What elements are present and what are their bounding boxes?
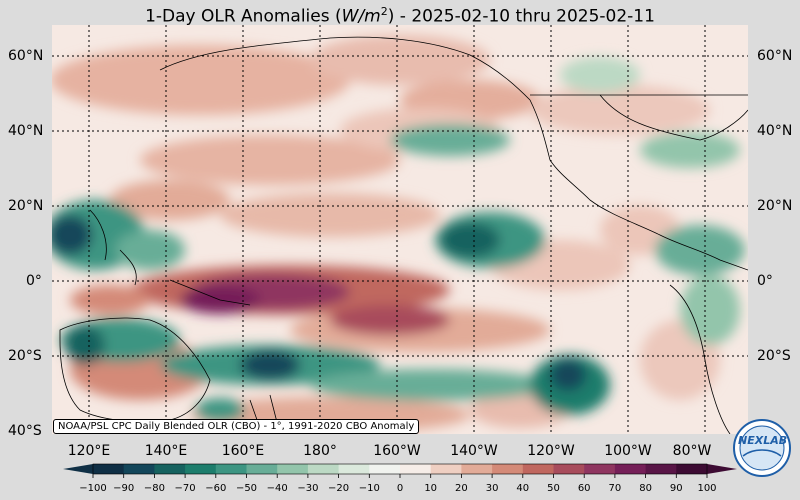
colorbar-swatch <box>215 464 247 474</box>
colorbar-swatch <box>461 464 493 474</box>
colorbar-swatch <box>584 464 616 474</box>
colorbar-swatch <box>614 464 647 474</box>
colorbar-swatch <box>645 464 677 474</box>
colorbar-swatch <box>154 464 186 474</box>
colorbar-tick-label: 60 <box>577 483 591 494</box>
colorbar-swatch <box>492 464 524 474</box>
colorbar-tick-label: −90 <box>113 483 135 494</box>
colorbar-swatch <box>522 464 554 474</box>
lon-label: 140°E <box>144 443 188 459</box>
colorbar-tick-label: 50 <box>547 483 560 494</box>
colorbar-swatch <box>400 464 432 474</box>
lat-label-right: 20°S <box>757 348 791 364</box>
colorbar-tick-label: 90 <box>669 483 683 494</box>
lat-label-left: 20°S <box>8 348 42 364</box>
colorbar-tick-label: 40 <box>516 483 530 494</box>
lat-label-right: 0° <box>757 273 773 289</box>
lat-label-right: 40°N <box>757 123 793 139</box>
colorbar <box>63 463 737 478</box>
colorbar-tick-label: 80 <box>639 483 652 494</box>
colorbar-tick-label: −80 <box>143 483 165 494</box>
colorbar-tick-label: 20 <box>455 483 468 494</box>
colorbar-tick-label: 0 <box>396 483 404 494</box>
colorbar-swatch <box>185 464 217 474</box>
colorbar-swatch <box>93 464 125 474</box>
lat-label-left: 40°S <box>8 423 42 439</box>
lon-label: 180° <box>303 443 337 459</box>
nexlab-logo-text: NEXLAB <box>738 434 788 447</box>
lon-label: 100°W <box>604 443 652 459</box>
olr-anomaly-map <box>52 25 748 434</box>
colorbar-swatch <box>676 464 708 474</box>
colorbar-swatch <box>369 464 401 474</box>
lon-label: 160°E <box>221 443 265 459</box>
anomaly-blobs <box>52 35 745 433</box>
anomaly-field <box>52 25 748 434</box>
colorbar-swatch <box>307 464 340 474</box>
lon-label: 80°W <box>672 443 712 459</box>
colorbar-swatch <box>246 464 278 474</box>
lat-label-left: 0° <box>26 273 42 289</box>
nexlab-logo <box>733 419 791 477</box>
colorbar-tick-label: 70 <box>608 483 622 494</box>
lat-label-right: 20°N <box>757 198 793 214</box>
colorbar-swatch <box>277 464 309 474</box>
colorbar-tick-label: 10 <box>424 483 438 494</box>
colorbar-tick-label: −70 <box>174 483 196 494</box>
lat-label-left: 20°N <box>8 198 44 214</box>
colorbar-tick-label: −10 <box>358 483 380 494</box>
graticule <box>52 25 748 434</box>
lat-label-left: 60°N <box>8 48 44 64</box>
colorbar-tick-label: −40 <box>266 483 288 494</box>
colorbar-swatch <box>553 464 585 474</box>
colorbar-tick-label: 100 <box>697 483 717 494</box>
colorbar-tick-label: −30 <box>297 483 319 494</box>
lon-label: 120°E <box>67 443 111 459</box>
data-credit: NOAA/PSL CPC Daily Blended OLR (CBO) - 1… <box>53 419 420 434</box>
colorbar-tick-label: −100 <box>79 483 107 494</box>
colorbar-min-extend <box>63 464 93 474</box>
lon-label: 120°W <box>527 443 575 459</box>
colorbar-swatch <box>430 464 462 474</box>
lon-label: 160°W <box>373 443 421 459</box>
map-title: 1-Day OLR Anomalies (W/m2) - 2025-02-10 … <box>145 5 655 27</box>
lat-label-right: 60°N <box>757 48 793 64</box>
colorbar-max-extend <box>707 464 737 474</box>
colorbar-tick-label: −50 <box>235 483 258 494</box>
colorbar-tick-label: −60 <box>205 483 227 494</box>
colorbar-swatch <box>123 464 155 474</box>
colorbar-tick-label: −20 <box>328 483 350 494</box>
colorbar-swatch <box>338 464 370 474</box>
coastlines <box>59 36 748 434</box>
colorbar-tick-label: 30 <box>485 483 499 494</box>
lon-label: 140°W <box>450 443 498 459</box>
lat-label-left: 40°N <box>8 123 44 139</box>
